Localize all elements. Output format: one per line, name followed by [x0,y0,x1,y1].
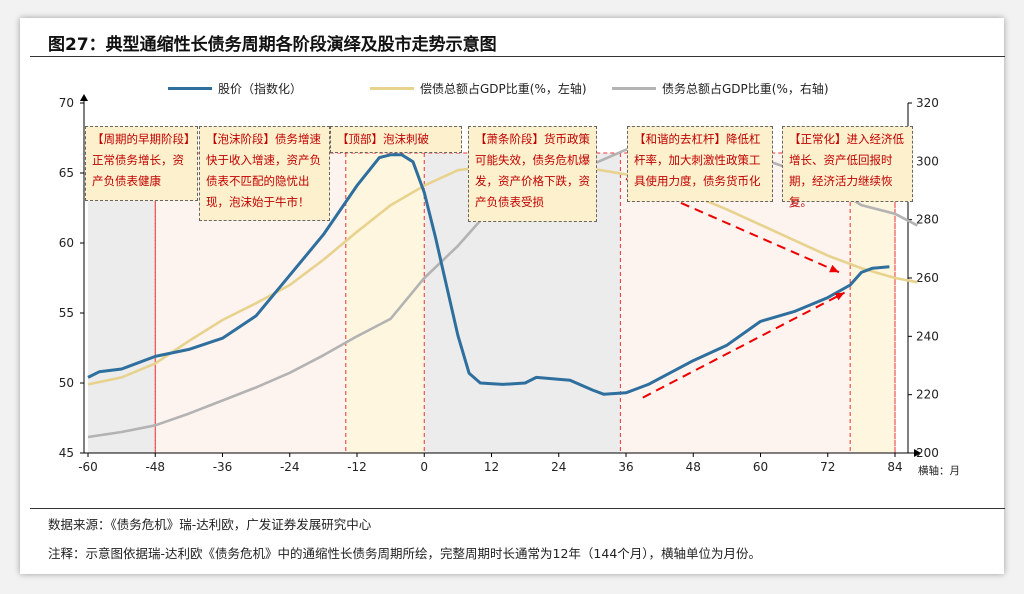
annotation-deleveraging: 【和谐的去杠杆】降低杠杆率，加大刺激性政策工具使用力度，债务货币化 [627,126,773,202]
x-tick-label: 72 [820,460,835,474]
trend-arrow [642,291,846,399]
left-tick-label: 65 [59,166,74,180]
trend-arrow-head [834,292,845,301]
annotation-bubble-phase: 【泡沫阶段】债务增速快于收入增速，资产负债表不匹配的隐忧出现，泡沫始于牛市！ [199,126,330,221]
x-tick-label: 24 [551,460,566,474]
left-tick-label: 45 [59,446,74,460]
x-tick-label: -12 [347,460,367,474]
right-tick-label: 300 [916,154,939,168]
x-axis-label: 横轴：月 [918,464,960,477]
phase-region [88,200,156,453]
x-tick-label: 0 [420,460,428,474]
right-tick-label: 220 [916,388,939,402]
left-tick-label: 55 [59,306,74,320]
legend-swatch [612,87,656,90]
left-tick-label: 70 [59,96,74,110]
x-tick-label: 84 [887,460,902,474]
annotation-depression: 【萧条阶段】货币政策可能失效，债务危机爆发，资产价格下跌，资产负债表受损 [468,126,597,222]
footer-rule [30,508,1005,509]
left-axis-arrow [80,94,88,101]
left-tick-label: 60 [59,236,74,250]
stock-price-line [87,153,890,396]
annotation-normalization: 【正常化】进入经济低增长、资产低回报时期，经济活力继续恢复。 [782,126,913,209]
x-axis-arrow [914,449,921,457]
left-tick-label: 50 [59,376,74,390]
legend-item-stock: 股价（指数化） [168,80,302,97]
legend-label: 股价（指数化） [218,82,303,96]
x-tick-label: 60 [753,460,768,474]
phase-region [345,153,425,453]
annotation-early-phase: 【周期的早期阶段】正常债务增长，资产负债表健康 [85,126,198,201]
legend-swatch [168,87,212,90]
right-tick-label: 240 [916,329,939,343]
legend-item-debt-service: 偿债总额占GDP比重(%，左轴) [370,80,587,97]
x-tick-label: -60 [78,460,98,474]
right-tick-label: 280 [916,213,939,227]
legend-label: 债务总额占GDP比重(%，右轴) [662,82,829,96]
note-text: 注释：示意图依据瑞-达利欧《债务危机》中的通缩性长债务周期所绘，完整周期时长通常… [48,546,762,561]
title-rule [30,56,1005,57]
legend-swatch [370,87,414,90]
legend-label: 偿债总额占GDP比重(%，左轴) [420,82,587,96]
source-text: 数据来源：《债务危机》瑞-达利欧，广发证券发展研究中心 [48,517,372,532]
x-tick-label: -36 [213,460,233,474]
right-tick-label: 260 [916,271,939,285]
right-tick-label: 200 [916,446,939,460]
x-tick-label: -48 [145,460,165,474]
trend-arrow-head [829,264,839,273]
x-tick-label: -24 [280,460,300,474]
right-tick-label: 320 [916,96,939,110]
x-tick-label: 48 [686,460,701,474]
legend-item-debt-total: 债务总额占GDP比重(%，右轴) [612,80,829,97]
annotation-top: 【顶部】泡沫刺破 [330,126,462,153]
figure-title: 图27：典型通缩性长债务周期各阶段演绎及股市走势示意图 [48,35,497,55]
x-tick-label: 12 [484,460,499,474]
x-tick-label: 36 [618,460,633,474]
